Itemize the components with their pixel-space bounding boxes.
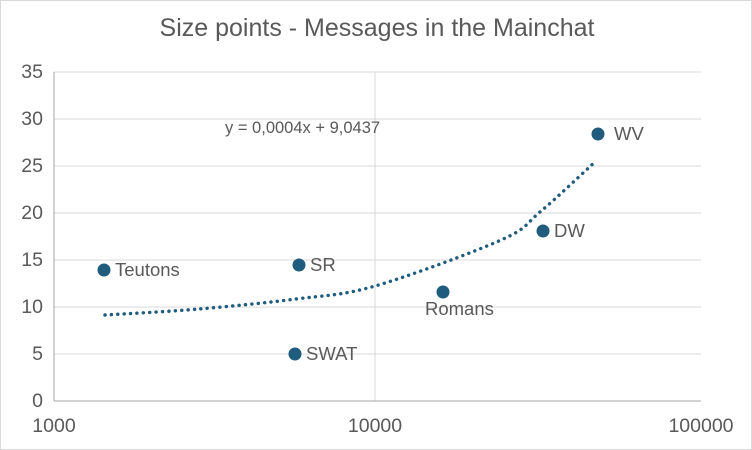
svg-text:DW: DW (554, 220, 585, 241)
svg-text:y = 0,0004x + 9,0437: y = 0,0004x + 9,0437 (225, 119, 380, 137)
svg-text:WV: WV (614, 123, 644, 144)
svg-text:100000: 100000 (668, 415, 733, 437)
svg-text:Romans: Romans (425, 298, 494, 319)
svg-text:5: 5 (32, 343, 43, 365)
svg-text:10: 10 (21, 296, 43, 318)
svg-text:Teutons: Teutons (115, 259, 180, 280)
svg-text:10000: 10000 (348, 415, 402, 437)
svg-text:1000: 1000 (32, 415, 76, 437)
svg-text:15: 15 (21, 249, 43, 271)
svg-text:30: 30 (21, 108, 43, 130)
svg-text:0: 0 (32, 390, 43, 412)
svg-text:SWAT: SWAT (306, 343, 357, 364)
svg-text:35: 35 (21, 61, 43, 83)
svg-text:SR: SR (310, 254, 336, 275)
svg-text:20: 20 (21, 202, 43, 224)
svg-text:25: 25 (21, 155, 43, 177)
